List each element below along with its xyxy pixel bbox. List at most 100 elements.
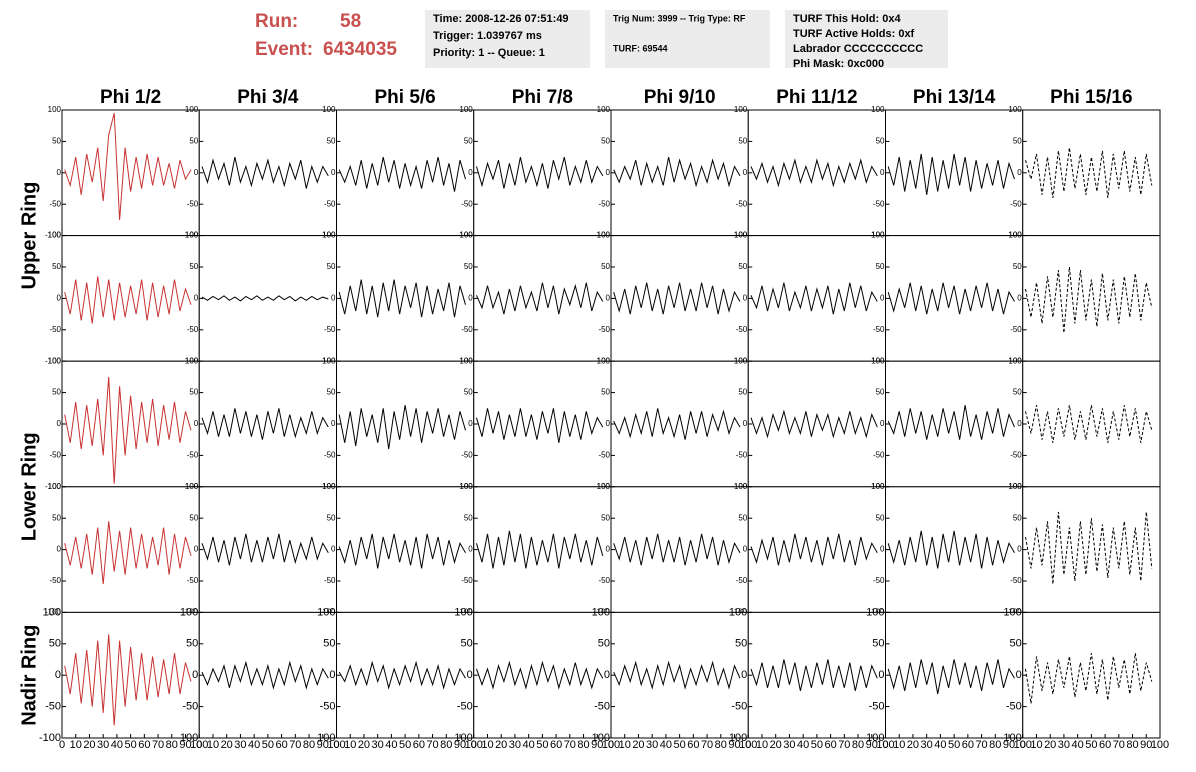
- y-tick-label: 50: [189, 262, 198, 271]
- y-tick-label: 100: [185, 105, 199, 114]
- waveform: [64, 521, 192, 585]
- y-tick-label: 100: [454, 606, 472, 618]
- y-tick-label: 100: [48, 105, 62, 114]
- panel-frame: [198, 235, 337, 362]
- y-tick-label: 0: [743, 168, 748, 177]
- event-label: Event:: [255, 39, 313, 60]
- y-tick-label: 50: [189, 388, 198, 397]
- y-tick-label: -100: [451, 732, 473, 744]
- x-tick-label: 0: [196, 739, 202, 751]
- y-tick-label: 50: [738, 137, 747, 146]
- y-tick-label: -50: [873, 576, 885, 585]
- x-tick-label: 0: [882, 739, 888, 751]
- waveform: [887, 405, 1015, 440]
- y-tick-label: 50: [327, 513, 336, 522]
- waveform: [1025, 511, 1153, 585]
- y-tick-label: -100: [45, 231, 62, 240]
- column-title: Phi 9/10: [644, 87, 716, 108]
- waveform: [338, 533, 466, 569]
- y-tick-label: -50: [736, 576, 748, 585]
- x-tick-label: 70: [289, 739, 301, 751]
- x-tick-label: 40: [523, 739, 535, 751]
- y-tick-label: 50: [327, 388, 336, 397]
- x-tick-label: 90: [1140, 739, 1152, 751]
- x-tick-label: 30: [372, 739, 384, 751]
- x-tick-label: 60: [824, 739, 836, 751]
- waveform: [338, 405, 466, 450]
- waveform: [201, 660, 329, 690]
- y-tick-label: -100: [176, 732, 198, 744]
- x-tick-label: 80: [715, 739, 727, 751]
- y-tick-label: 100: [185, 231, 199, 240]
- y-tick-label: 0: [743, 545, 748, 554]
- y-tick-label: -50: [461, 325, 473, 334]
- y-tick-label: 0: [194, 168, 199, 177]
- x-tick-label: 30: [509, 739, 521, 751]
- waveform: [64, 276, 192, 324]
- event-number: 6434035: [323, 39, 397, 60]
- y-tick-label: 100: [597, 105, 611, 114]
- y-tick-label: 50: [186, 638, 198, 650]
- waveform: [750, 533, 878, 566]
- info-text: TURF: 69544: [613, 43, 668, 53]
- panel-frame: [885, 486, 1024, 613]
- waveform: [1025, 405, 1153, 443]
- y-tick-label: 0: [331, 168, 336, 177]
- column-title: Phi 15/16: [1050, 87, 1132, 108]
- column-title: Phi 1/2: [100, 87, 161, 108]
- x-tick-label: 10: [619, 739, 631, 751]
- y-tick-label: -50: [598, 451, 610, 460]
- y-tick-label: 0: [606, 168, 611, 177]
- x-tick-label: 50: [399, 739, 411, 751]
- y-tick-label: 0: [468, 419, 473, 428]
- x-tick-label: 50: [811, 739, 823, 751]
- x-tick-label: 0: [333, 739, 339, 751]
- panel-frame: [336, 611, 475, 739]
- y-tick-label: 100: [734, 356, 748, 365]
- y-tick-label: -50: [598, 199, 610, 208]
- panel-frame: [61, 109, 200, 237]
- panel-frame: [61, 611, 200, 739]
- y-tick-label: 100: [43, 606, 61, 618]
- y-tick-label: -50: [324, 451, 336, 460]
- x-tick-label: 60: [413, 739, 425, 751]
- run-label: Run:: [255, 11, 298, 32]
- waveform: [476, 156, 604, 189]
- y-tick-label: -100: [588, 732, 610, 744]
- y-tick-label: 100: [734, 482, 748, 491]
- y-tick-label: 100: [48, 482, 62, 491]
- y-tick-label: 100: [866, 606, 884, 618]
- x-tick-label: 60: [550, 739, 562, 751]
- x-tick-label: 0: [59, 739, 65, 751]
- waveform: [1025, 147, 1153, 198]
- panel-frame: [473, 109, 612, 237]
- panel-frame: [885, 611, 1024, 739]
- panel-frame: [473, 486, 612, 613]
- y-tick-label: 0: [741, 669, 747, 681]
- y-tick-label: 0: [57, 419, 62, 428]
- column-title: Phi 5/6: [375, 87, 436, 108]
- waveform: [201, 295, 329, 302]
- panel-frame: [473, 360, 612, 488]
- y-tick-label: 100: [1008, 482, 1022, 491]
- waveform: [476, 530, 604, 569]
- y-tick-label: 50: [1010, 638, 1022, 650]
- y-tick-label: 0: [57, 168, 62, 177]
- run-number: 58: [340, 11, 361, 32]
- x-tick-label: 30: [97, 739, 109, 751]
- waveform: [476, 408, 604, 443]
- y-tick-label: 50: [738, 262, 747, 271]
- panel-frame: [1022, 109, 1161, 237]
- y-tick-label: 0: [468, 294, 473, 303]
- y-tick-label: 0: [331, 419, 336, 428]
- y-tick-label: 100: [871, 356, 885, 365]
- y-tick-label: 0: [606, 419, 611, 428]
- info-text: Time: 2008-12-26 07:51:49: [433, 13, 569, 25]
- x-tick-label: 40: [385, 739, 397, 751]
- x-tick-label: 40: [1072, 739, 1084, 751]
- y-tick-label: 50: [189, 513, 198, 522]
- y-tick-label: 100: [729, 606, 747, 618]
- column-title: Phi 7/8: [512, 87, 573, 108]
- x-tick-label: 20: [83, 739, 95, 751]
